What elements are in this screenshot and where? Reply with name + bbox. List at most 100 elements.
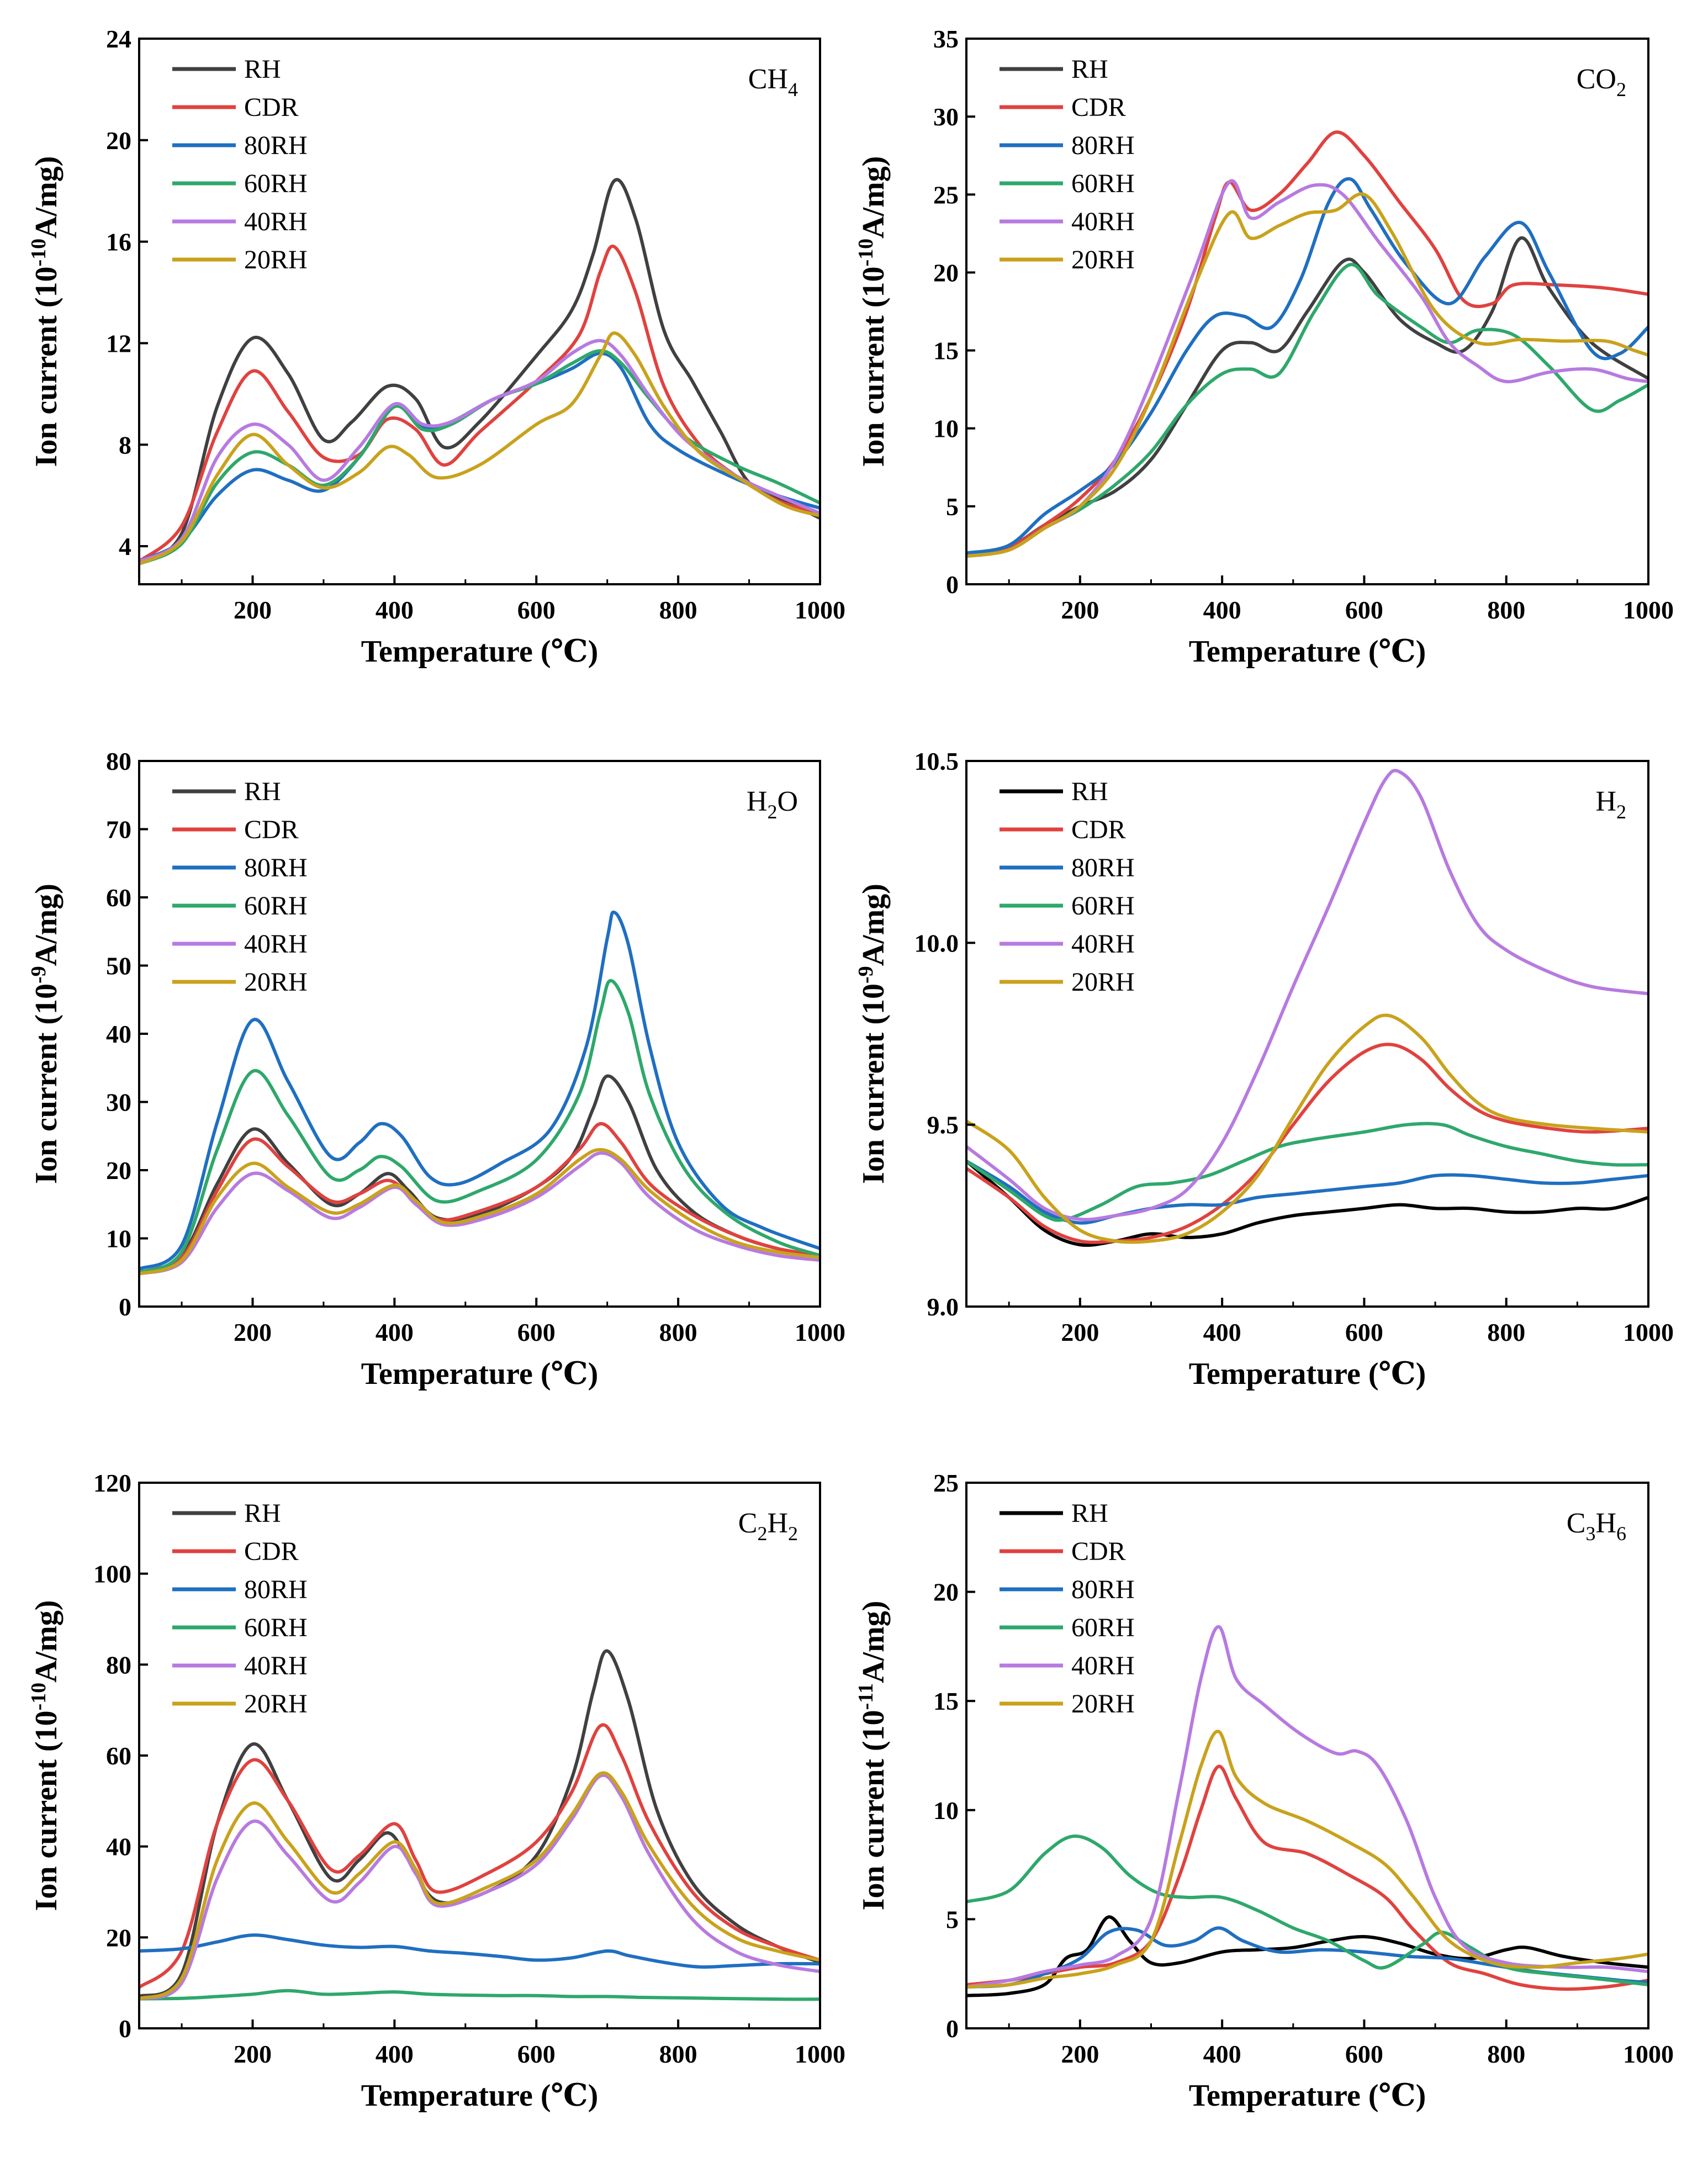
series-group	[139, 910, 820, 1276]
x-tick-label: 1000	[1623, 1318, 1674, 1346]
legend-label-CDR: CDR	[244, 93, 299, 122]
series-line-40RH	[966, 179, 1648, 558]
legend-label-80RH: 80RH	[244, 1575, 308, 1604]
y-tick-label: 10.5	[914, 747, 959, 775]
chart-ch4: 200 400 600 800 1000 4 8 12 16 20 24 Temperature (℃…	[27, 25, 845, 669]
x-tick-label: 800	[659, 596, 697, 624]
gas-label: C2H2	[738, 1508, 798, 1545]
legend-label-20RH: 20RH	[1071, 968, 1135, 997]
x-tick-label: 1000	[1623, 2040, 1674, 2068]
series-line-RH	[139, 1074, 820, 1275]
series-line-20RH	[139, 1148, 820, 1276]
y-tick-label: 20	[106, 1156, 131, 1185]
x-tick-label: 800	[1487, 1318, 1525, 1346]
legend-label-RH: RH	[1071, 1499, 1108, 1528]
x-tick-label: 1000	[1623, 596, 1674, 624]
y-tick-label: 30	[106, 1088, 131, 1117]
y-axis-title: Ion current (10-9A/mg)	[27, 884, 64, 1184]
chart-c2h2: 200 400 600 800 1000 0 20 40 60 80 100 120 Temperatu…	[27, 1469, 845, 2113]
x-tick-label: 600	[517, 2040, 556, 2068]
series-line-RH	[139, 1649, 820, 1999]
legend: RH CDR 80RH 60RH 40RH 20RH	[172, 55, 308, 274]
legend-label-RH: RH	[244, 777, 281, 806]
chart-c3h6: 200 400 600 800 1000 0 5 10 15 20 25 Temperature (℃…	[854, 1469, 1674, 2113]
legend-label-80RH: 80RH	[244, 131, 308, 160]
y-axis-title: Ion current (10-10A/mg)	[854, 156, 891, 467]
series-group	[139, 178, 820, 566]
legend-label-RH: RH	[244, 1499, 281, 1528]
chart-co2: 200 400 600 800 1000 0 5 10 15 20 25 30 35 Temperatur…	[854, 25, 1674, 669]
x-tick-label: 200	[1061, 2040, 1099, 2068]
y-tick-label: 70	[106, 816, 131, 844]
plot-frame	[138, 38, 821, 585]
series-group	[966, 769, 1648, 1247]
y-tick-label: 20	[106, 126, 131, 155]
x-tick-label: 400	[1203, 1318, 1241, 1346]
legend-label-CDR: CDR	[244, 1537, 299, 1566]
x-axis-title: Temperature (℃)	[1189, 1357, 1426, 1391]
series-line-20RH	[139, 331, 820, 566]
y-tick-label: 10	[106, 1225, 131, 1253]
y-tick-label: 30	[933, 103, 959, 131]
plot-frame	[965, 1482, 1649, 2029]
legend-label-RH: RH	[1071, 777, 1108, 806]
legend-label-CDR: CDR	[1071, 1537, 1126, 1566]
legend-label-20RH: 20RH	[1071, 1689, 1135, 1719]
x-axis-title: Temperature (℃)	[361, 2079, 598, 2113]
y-tick-label: 25	[933, 1469, 959, 1497]
series-line-CDR	[139, 244, 820, 563]
plot-frame	[965, 760, 1649, 1308]
y-tick-label: 10	[933, 1796, 959, 1825]
y-tick-label: 80	[106, 747, 131, 775]
y-tick-label: 120	[93, 1469, 131, 1497]
x-tick-label: 200	[1061, 1318, 1099, 1346]
x-tick-label: 200	[234, 2040, 272, 2068]
legend-label-CDR: CDR	[1071, 93, 1126, 122]
y-axis-title: Ion current (10-11A/mg)	[854, 1601, 891, 1911]
series-line-CDR	[966, 130, 1648, 555]
series-line-CDR	[139, 1122, 820, 1275]
x-axis-title: Temperature (℃)	[361, 635, 598, 669]
legend-label-CDR: CDR	[244, 815, 299, 844]
y-tick-label: 24	[106, 25, 131, 53]
plot-frame	[138, 760, 821, 1308]
series-line-60RH	[966, 1834, 1648, 1986]
y-tick-label: 5	[946, 493, 959, 521]
legend-label-40RH: 40RH	[244, 929, 308, 959]
legend-label-40RH: 40RH	[1071, 929, 1135, 959]
y-tick-label: 40	[106, 1833, 131, 1861]
x-tick-label: 1000	[795, 2040, 845, 2068]
x-tick-label: 600	[517, 1318, 556, 1346]
legend-label-RH: RH	[1071, 55, 1108, 84]
legend-label-60RH: 60RH	[244, 891, 308, 921]
series-line-80RH	[139, 1933, 820, 1969]
y-tick-label: 50	[106, 952, 131, 980]
y-axis-title: Ion current (10-9A/mg)	[854, 884, 891, 1184]
y-tick-label: 16	[106, 228, 131, 256]
legend-label-60RH: 60RH	[1071, 1613, 1135, 1642]
x-tick-label: 600	[1345, 596, 1383, 624]
series-line-60RH	[139, 979, 820, 1275]
legend-label-40RH: 40RH	[1071, 1651, 1135, 1680]
y-tick-label: 60	[106, 1742, 131, 1770]
legend-label-40RH: 40RH	[244, 1651, 308, 1680]
legend-label-80RH: 80RH	[1071, 131, 1135, 160]
series-line-20RH	[966, 192, 1648, 558]
legend-label-60RH: 60RH	[244, 1613, 308, 1642]
legend: RH CDR 80RH 60RH 40RH 20RH	[1000, 55, 1135, 274]
series-line-40RH	[966, 769, 1648, 1222]
legend-label-60RH: 60RH	[1071, 891, 1135, 921]
x-tick-label: 800	[1487, 2040, 1525, 2068]
y-tick-label: 9.5	[927, 1111, 959, 1139]
x-tick-label: 200	[234, 1318, 272, 1346]
y-tick-label: 15	[933, 1687, 959, 1715]
y-tick-label: 10	[933, 415, 959, 443]
y-tick-label: 0	[946, 2015, 959, 2043]
x-tick-label: 800	[659, 2040, 697, 2068]
series-line-40RH	[139, 339, 820, 563]
series-line-80RH	[966, 1159, 1648, 1225]
series-line-40RH	[139, 1773, 820, 2001]
y-tick-label: 35	[933, 25, 959, 53]
legend-label-CDR: CDR	[1071, 815, 1126, 844]
y-tick-label: 80	[106, 1651, 131, 1679]
